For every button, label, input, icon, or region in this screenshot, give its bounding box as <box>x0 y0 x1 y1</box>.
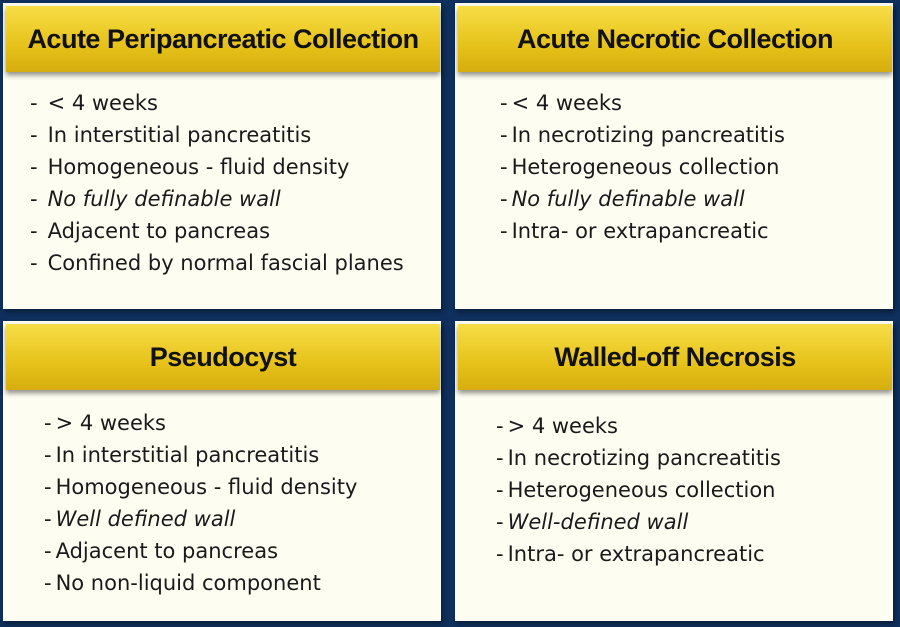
bullet-dash: - <box>30 251 38 275</box>
bullet-dash: - <box>44 443 52 467</box>
list-item: - In necrotizing pancreatitis <box>496 442 781 474</box>
bullet-dash: - <box>30 219 38 243</box>
bullet-dash: - <box>496 446 504 470</box>
bullet-dash: - <box>500 219 508 243</box>
list-item: - Well defined wall <box>44 503 357 535</box>
bullet-dash: - <box>44 571 52 595</box>
list-item-text: In necrotizing pancreatitis <box>511 123 785 147</box>
list-pseudocyst: - > 4 weeks - In interstitial pancreatitis -… <box>44 407 357 599</box>
bullet-dash: - <box>496 510 504 534</box>
list-item-text: < 4 weeks <box>511 91 623 115</box>
bullet-dash: - <box>500 123 508 147</box>
list-item-text: No non-liquid component <box>55 571 321 595</box>
list-item-text: Confined by normal fascial planes <box>47 251 404 275</box>
list-acute-peripancreatic: - < 4 weeks - In interstitial pancreatitis -… <box>30 87 404 279</box>
list-item: - Well-defined wall <box>496 506 781 538</box>
list-item: - Homogeneous - fluid density <box>30 151 404 183</box>
bullet-dash: - <box>30 155 38 179</box>
bullet-dash: - <box>496 414 504 438</box>
bullet-dash: - <box>44 507 52 531</box>
panel-title-walled-off-necrosis: Walled-off Necrosis <box>458 324 892 390</box>
bullet-dash: - <box>44 539 52 563</box>
bullet-dash: - <box>500 187 508 211</box>
bullet-dash: - <box>496 542 504 566</box>
list-item: - No fully definable wall <box>500 183 785 215</box>
list-item-text: Heterogeneous collection <box>511 155 780 179</box>
bullet-dash: - <box>500 155 508 179</box>
list-item-text: Heterogeneous collection <box>507 478 776 502</box>
list-item-text: Homogeneous - fluid density <box>55 475 358 499</box>
list-item-text: < 4 weeks <box>47 91 159 115</box>
list-item-text: Well defined wall <box>55 507 236 531</box>
list-item-text: Adjacent to pancreas <box>47 219 271 243</box>
list-item-text: In necrotizing pancreatitis <box>507 446 781 470</box>
list-item: - Intra- or extrapancreatic <box>500 215 785 247</box>
list-item-text: Homogeneous - fluid density <box>47 155 350 179</box>
list-item: - Homogeneous - fluid density <box>44 471 357 503</box>
bullet-dash: - <box>44 411 52 435</box>
bullet-dash: - <box>30 123 38 147</box>
list-item-text: Intra- or extrapancreatic <box>507 542 765 566</box>
list-item: - In necrotizing pancreatitis <box>500 119 785 151</box>
bullet-dash: - <box>496 478 504 502</box>
list-item: - Heterogeneous collection <box>496 474 781 506</box>
list-item-text: No fully definable wall <box>511 187 745 211</box>
list-item: - In interstitial pancreatitis <box>30 119 404 151</box>
bullet-dash: - <box>500 91 508 115</box>
list-item-text: > 4 weeks <box>55 411 167 435</box>
list-walled-off-necrosis: - > 4 weeks - In necrotizing pancreatitis - H… <box>496 410 781 570</box>
panel-title-acute-necrotic: Acute Necrotic Collection <box>458 6 892 72</box>
panel-title-acute-peripancreatic: Acute Peripancreatic Collection <box>6 6 440 72</box>
bullet-dash: - <box>44 475 52 499</box>
list-item: - > 4 weeks <box>44 407 357 439</box>
list-item: - Confined by normal fascial planes <box>30 247 404 279</box>
list-item: - Adjacent to pancreas <box>44 535 357 567</box>
list-item-text: No fully definable wall <box>47 187 281 211</box>
list-item-text: Well-defined wall <box>507 510 689 534</box>
list-acute-necrotic: - < 4 weeks - In necrotizing pancreatitis - H… <box>500 87 785 247</box>
list-item-text: In interstitial pancreatitis <box>55 443 320 467</box>
bullet-dash: - <box>30 91 38 115</box>
panel-title-pseudocyst: Pseudocyst <box>6 324 440 390</box>
list-item: - No fully definable wall <box>30 183 404 215</box>
list-item: - Heterogeneous collection <box>500 151 785 183</box>
list-item: - No non-liquid component <box>44 567 357 599</box>
list-item: - Intra- or extrapancreatic <box>496 538 781 570</box>
list-item-text: In interstitial pancreatitis <box>47 123 312 147</box>
list-item-text: Adjacent to pancreas <box>55 539 279 563</box>
list-item: - In interstitial pancreatitis <box>44 439 357 471</box>
bullet-dash: - <box>30 187 38 211</box>
list-item: - Adjacent to pancreas <box>30 215 404 247</box>
list-item: - < 4 weeks <box>30 87 404 119</box>
list-item-text: Intra- or extrapancreatic <box>511 219 769 243</box>
list-item: - > 4 weeks <box>496 410 781 442</box>
list-item: - < 4 weeks <box>500 87 785 119</box>
list-item-text: > 4 weeks <box>507 414 619 438</box>
